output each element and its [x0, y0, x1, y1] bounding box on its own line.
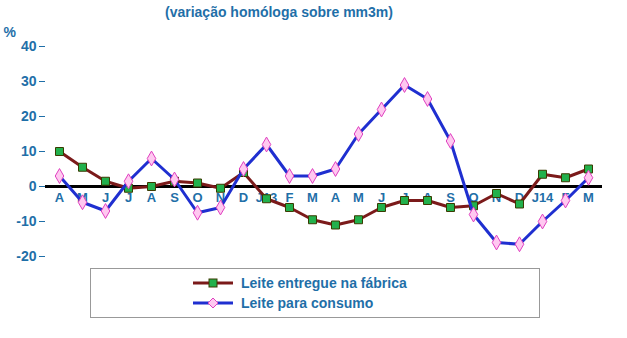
- svg-text:A: A: [423, 190, 433, 205]
- svg-text:A: A: [55, 190, 65, 205]
- svg-text:J14: J14: [532, 190, 554, 205]
- svg-text:-20: -20: [16, 248, 36, 264]
- svg-text:D: D: [514, 189, 525, 205]
- svg-text:M: M: [307, 190, 318, 205]
- svg-text:10: 10: [21, 143, 37, 159]
- svg-text:J: J: [102, 190, 109, 205]
- svg-text:O: O: [192, 190, 202, 205]
- svg-text:A: A: [331, 190, 341, 205]
- html-text:(variação homóloga sobre mm3m): (variação homóloga sobre mm3m): [165, 4, 393, 20]
- svg-text:0: 0: [29, 178, 37, 194]
- html-text:Leite para consumo: Leite para consumo: [241, 295, 374, 311]
- svg-text:S: S: [170, 190, 179, 205]
- svg-text:J: J: [401, 190, 408, 205]
- svg-text:30: 30: [21, 73, 37, 89]
- svg-text:N: N: [492, 190, 501, 205]
- svg-text:O: O: [468, 189, 479, 205]
- svg-text:%: %: [4, 24, 17, 40]
- svg-text:S: S: [446, 190, 455, 205]
- svg-text:-10: -10: [16, 213, 36, 229]
- svg-text:F: F: [286, 190, 294, 205]
- svg-text:20: 20: [21, 108, 37, 124]
- svg-text:J13: J13: [255, 189, 278, 205]
- svg-text:40: 40: [21, 38, 37, 54]
- svg-text:M: M: [353, 190, 364, 205]
- svg-text:J: J: [124, 189, 133, 205]
- svg-text:D: D: [239, 190, 248, 205]
- svg-text:M: M: [583, 190, 594, 205]
- svg-text:A: A: [147, 190, 157, 205]
- html-text:Leite entregue na fábrica: Leite entregue na fábrica: [241, 275, 407, 291]
- svg-text:J: J: [378, 190, 385, 205]
